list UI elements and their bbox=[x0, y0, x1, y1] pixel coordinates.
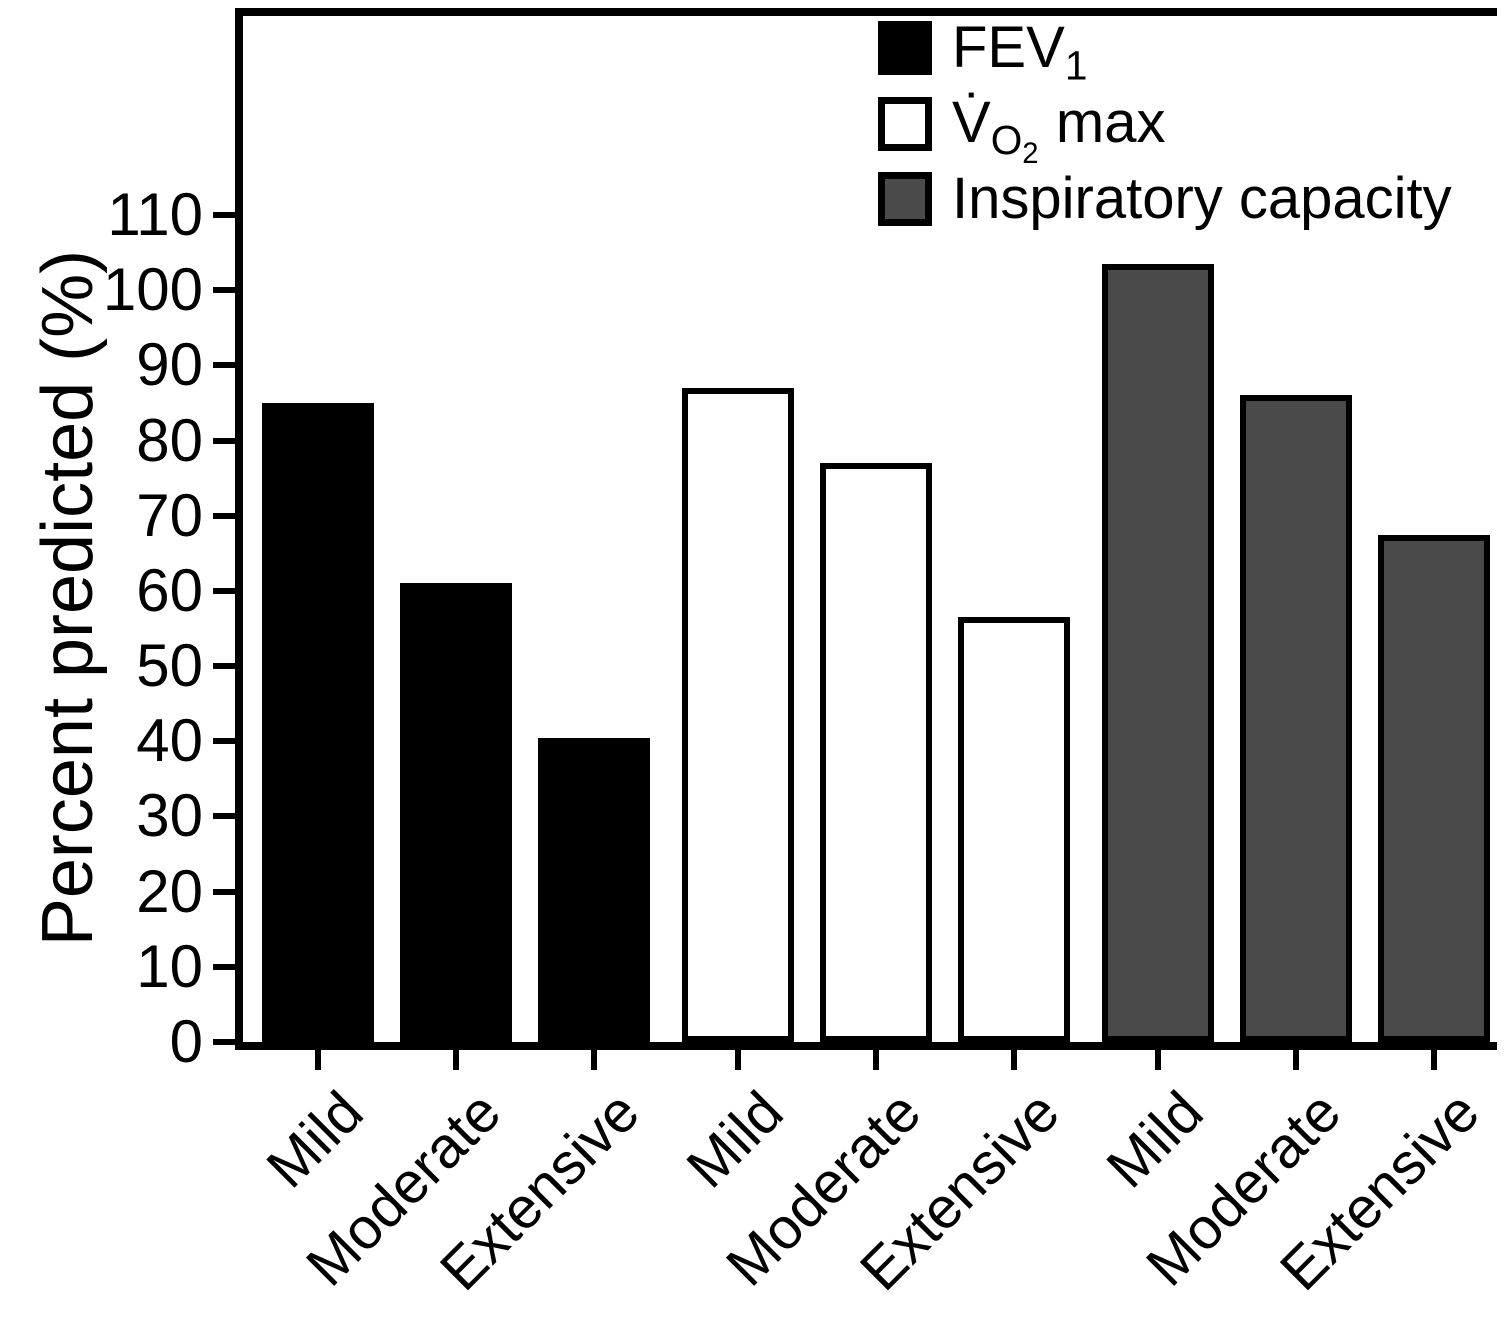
legend-label: FEV1 bbox=[952, 15, 1088, 89]
bar-fev1-moderate bbox=[400, 583, 512, 1042]
y-axis-tick bbox=[213, 587, 235, 594]
y-axis-tick bbox=[213, 963, 235, 970]
y-axis-tick-label: 110 bbox=[107, 181, 203, 248]
bar-fev1-extensive bbox=[538, 737, 650, 1042]
legend-swatch bbox=[878, 172, 932, 227]
bar-inspiratory-capacity-extensive bbox=[1378, 534, 1490, 1042]
bar-vo2-max-mild bbox=[682, 387, 794, 1042]
legend-item-fev1: FEV1 bbox=[878, 15, 1452, 89]
y-axis-tick-label: 40 bbox=[136, 707, 203, 775]
legend-label: Inspiratory capacity bbox=[952, 165, 1452, 231]
y-axis-tick-label: 80 bbox=[136, 406, 203, 474]
legend-item-inspiratory-capacity: Inspiratory capacity bbox=[878, 165, 1452, 231]
y-axis-tick-label: 70 bbox=[136, 481, 203, 549]
x-axis-category-label: Mild bbox=[673, 1079, 796, 1201]
bar-inspiratory-capacity-moderate bbox=[1240, 395, 1352, 1042]
bar-fev1-mild bbox=[262, 402, 374, 1042]
y-axis-tick bbox=[213, 287, 235, 294]
y-axis-tick-label: 90 bbox=[136, 331, 203, 399]
x-axis-tick bbox=[315, 1050, 321, 1070]
x-axis-category-label: Mild bbox=[253, 1079, 376, 1201]
y-axis-title: Percent predicted (%) bbox=[28, 249, 108, 947]
y-axis-tick bbox=[213, 738, 235, 745]
y-axis-tick bbox=[213, 1039, 235, 1045]
y-axis-tick-label: 60 bbox=[136, 556, 203, 624]
y-axis-tick-label: 10 bbox=[136, 932, 203, 1000]
y-axis-tick-label: 30 bbox=[136, 782, 203, 850]
y-axis-tick bbox=[213, 888, 235, 895]
y-axis-tick bbox=[213, 512, 235, 519]
y-axis-tick-label: 50 bbox=[136, 632, 203, 700]
y-axis-tick bbox=[213, 663, 235, 670]
bar-vo2-max-extensive bbox=[958, 617, 1070, 1042]
x-axis-tick bbox=[1431, 1050, 1437, 1070]
x-axis-tick bbox=[1293, 1050, 1299, 1070]
x-axis-tick bbox=[1011, 1050, 1017, 1070]
plot-area: 0 10 20 30 40 50 60 70 80 90 100 110 Mild Moderate Ext… bbox=[103, 8, 1497, 1303]
x-axis-tick bbox=[735, 1050, 741, 1070]
y-axis-tick bbox=[213, 362, 235, 369]
x-axis-tick bbox=[1155, 1050, 1161, 1070]
bar-vo2-max-moderate bbox=[820, 463, 932, 1042]
legend-item-vo2max: V̇O2 max bbox=[878, 89, 1452, 171]
x-axis-tick bbox=[591, 1050, 597, 1070]
y-axis-tick-label: 0 bbox=[169, 1008, 203, 1075]
legend-swatch bbox=[878, 21, 932, 76]
legend-swatch bbox=[878, 96, 932, 151]
legend: FEV1 V̇O2 max Inspiratory capacity bbox=[878, 15, 1452, 231]
bar-inspiratory-capacity-mild bbox=[1102, 263, 1214, 1042]
y-axis-tick bbox=[213, 212, 235, 218]
y-axis-tick bbox=[213, 813, 235, 820]
y-axis-tick-label: 100 bbox=[102, 256, 203, 324]
y-axis-tick-label: 20 bbox=[136, 857, 203, 925]
x-axis-tick bbox=[873, 1050, 879, 1070]
x-axis-category-label: Mild bbox=[1093, 1079, 1216, 1201]
x-axis-tick bbox=[453, 1050, 459, 1070]
y-axis-tick bbox=[213, 437, 235, 444]
legend-label: V̇O2 max bbox=[952, 89, 1166, 171]
